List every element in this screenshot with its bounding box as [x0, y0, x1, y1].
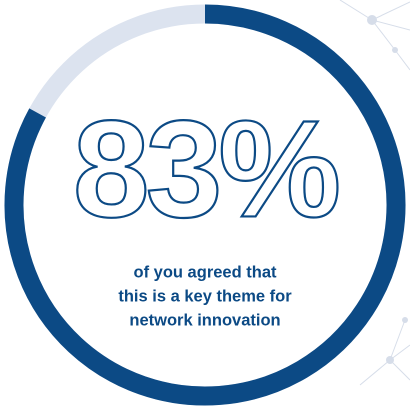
caption-line: network innovation [129, 311, 280, 329]
donut [4, 4, 406, 406]
donut-arc [4, 4, 406, 406]
network-decoration [339, 0, 410, 386]
percent-label: 83% [73, 92, 338, 246]
caption-line: of you agreed that [133, 263, 277, 281]
caption-line: this is a key theme for [118, 287, 292, 305]
